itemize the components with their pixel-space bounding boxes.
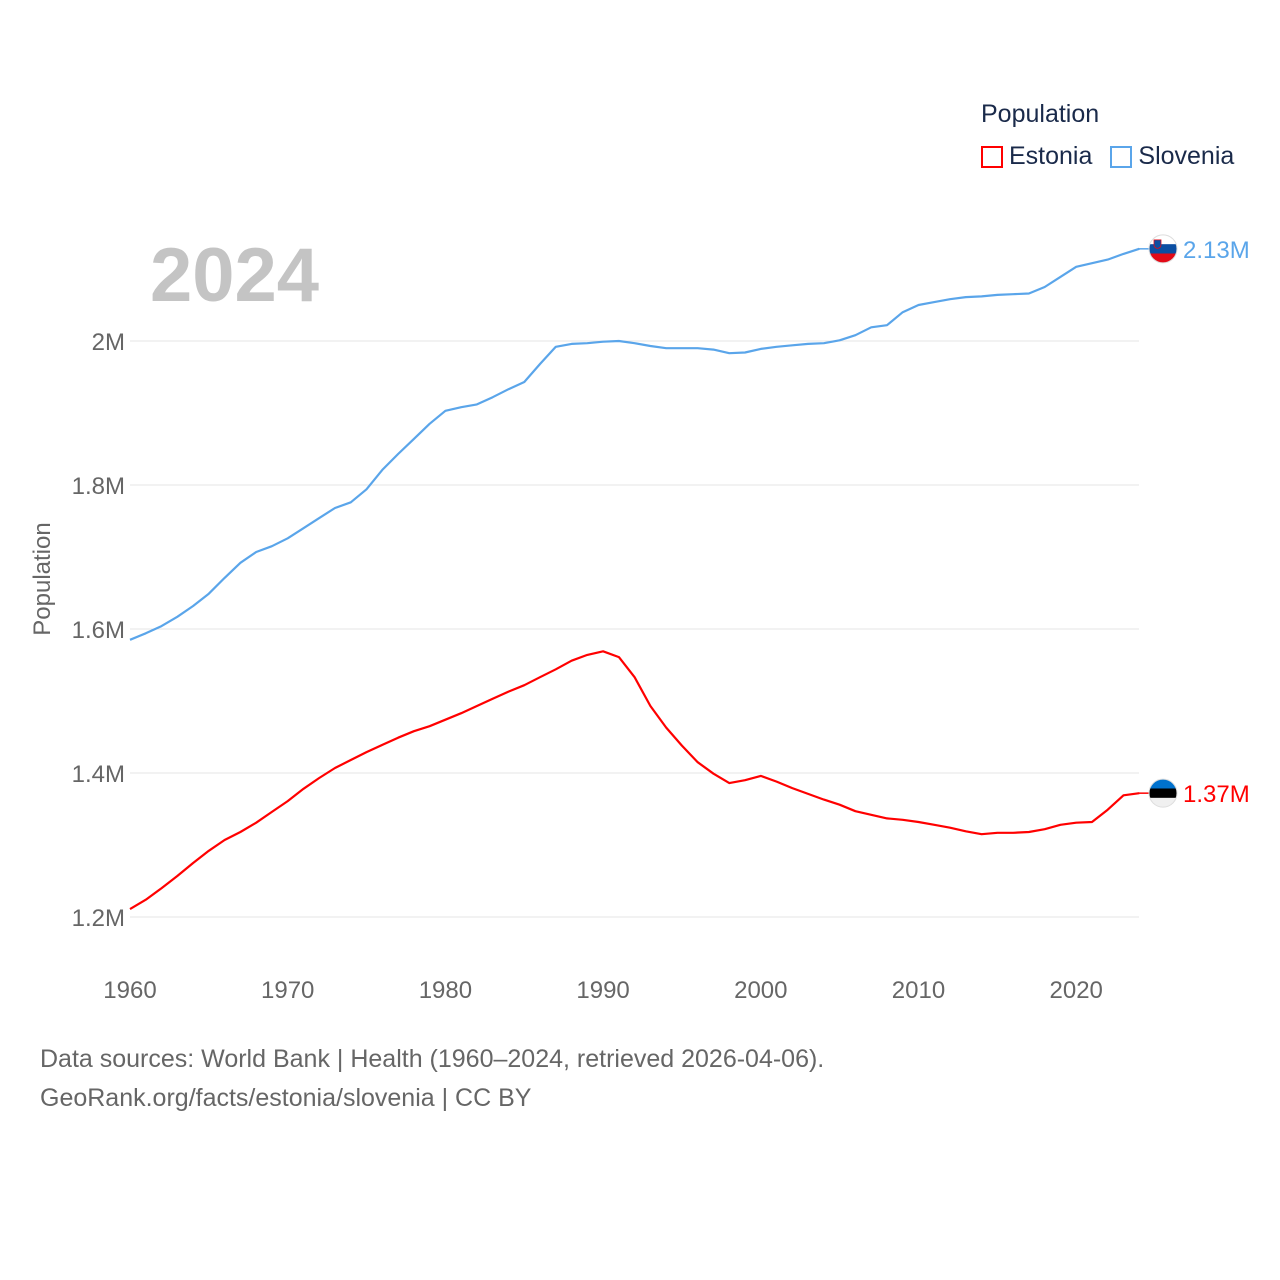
series-line-estonia [129, 650, 1140, 911]
y-tick-label: 1.6M [72, 617, 125, 644]
legend-swatch-slovenia [1110, 145, 1133, 168]
footer-sources: Data sources: World Bank | Health (1960–… [40, 1045, 825, 1073]
x-tick-label: 2010 [892, 977, 945, 1004]
legend: Estonia Slovenia [981, 142, 1234, 171]
series-line-slovenia [129, 247, 1140, 641]
end-value-label: 1.37M [1183, 781, 1250, 808]
flag-stripe [1149, 797, 1177, 808]
flag-border [1148, 778, 1178, 808]
x-tick-label: 1970 [261, 977, 314, 1004]
y-tick-label: 2M [92, 329, 125, 356]
y-tick-label: 1.4M [72, 761, 125, 788]
x-tick-label: 1990 [576, 977, 629, 1004]
legend-label: Estonia [1009, 142, 1093, 170]
flag-border [1148, 234, 1178, 264]
x-tick-label: 1980 [419, 977, 472, 1004]
flag-estonia-icon [1148, 778, 1178, 808]
x-tick-label: 2000 [734, 977, 787, 1004]
y-tick-label: 1.8M [72, 473, 125, 500]
flag-stripe [1149, 234, 1177, 245]
flag-stripe [1149, 779, 1177, 789]
flag-coat-of-arms [1153, 239, 1162, 249]
legend-item-slovenia[interactable]: Slovenia [1110, 142, 1234, 171]
legend-title: Population [981, 100, 1100, 128]
y-tick-label: 1.2M [72, 905, 125, 932]
year-label: 2024 [150, 233, 320, 318]
legend-item-estonia[interactable]: Estonia [981, 142, 1092, 171]
end-value-label: 2.13M [1183, 237, 1250, 264]
x-tick-label: 1960 [103, 977, 156, 1004]
flag-slovenia-icon [1148, 234, 1178, 264]
legend-swatch-estonia [981, 145, 1003, 168]
flag-stripe [1149, 244, 1177, 255]
flag-stripe [1149, 253, 1177, 263]
footer-link[interactable]: GeoRank.org/facts/estonia/slovenia | CC … [40, 1084, 532, 1112]
x-tick-label: 2020 [1050, 977, 1103, 1004]
flag-stripe [1149, 788, 1177, 799]
y-axis-label: Population [29, 522, 56, 635]
legend-label: Slovenia [1138, 142, 1235, 170]
